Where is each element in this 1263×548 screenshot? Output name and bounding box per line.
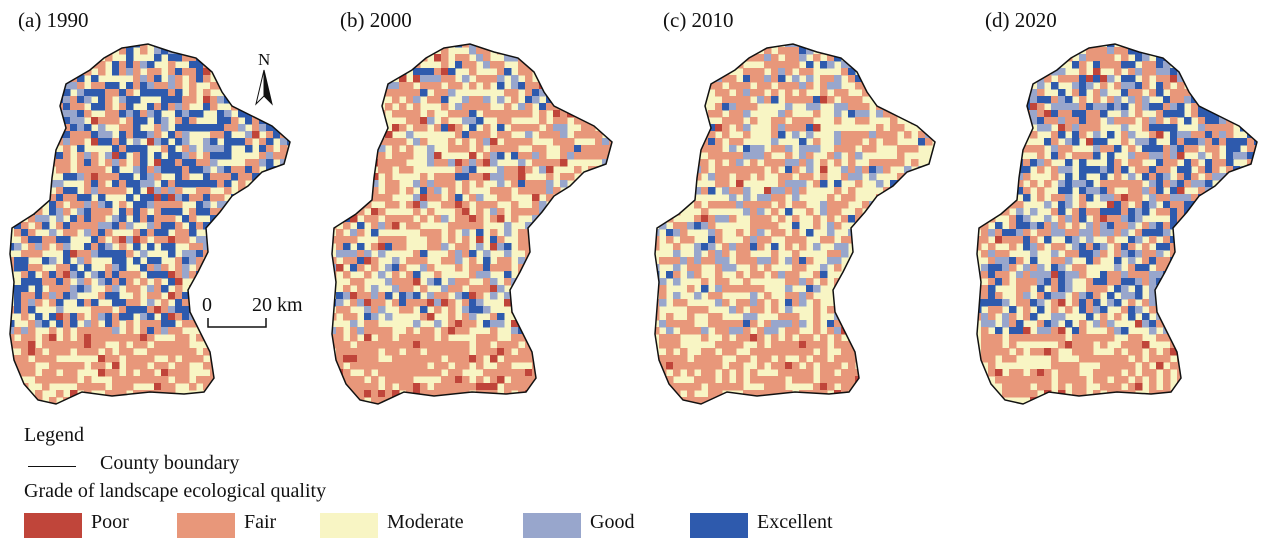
county-map-2010: [654, 43, 936, 405]
fair-swatch: [177, 513, 235, 538]
panel-title: (a) 1990: [18, 8, 89, 32]
map-panel-2020: (d) 2020: [967, 0, 1263, 420]
grade-label: Good: [590, 511, 635, 533]
panel-title: (d) 2020: [985, 8, 1057, 32]
county-boundary: [331, 43, 613, 405]
panel-title: (b) 2000: [340, 8, 412, 32]
grade-label: Poor: [91, 511, 129, 533]
poor-swatch: [24, 513, 82, 538]
quality-raster: [977, 44, 1257, 404]
boundary-line-symbol: [28, 466, 76, 467]
scale-bar: 0 20 km: [202, 294, 322, 334]
grade-title: Grade of landscape ecological quality: [24, 480, 327, 502]
excellent-swatch: [690, 513, 748, 538]
county-boundary: [9, 43, 291, 405]
quality-raster: [655, 44, 935, 404]
scale-bar-line: [207, 318, 267, 328]
quality-raster: [332, 44, 612, 404]
north-arrow-icon: [255, 69, 273, 106]
scale-end-label: 20 km: [252, 294, 303, 316]
county-boundary: [976, 43, 1258, 405]
scale-start-label: 0: [202, 294, 212, 316]
grade-label: Excellent: [757, 511, 833, 533]
map-panel-2000: (b) 2000: [322, 0, 637, 420]
grade-label: Fair: [244, 511, 277, 533]
good-swatch: [523, 513, 581, 538]
north-arrow: N: [250, 50, 280, 112]
county-boundary: [654, 43, 936, 405]
grade-label: Moderate: [387, 511, 464, 533]
county-map-2020: [976, 43, 1258, 405]
county-map-2000: [331, 43, 613, 405]
legend: Legend County boundary Grade of landscap…: [24, 422, 924, 546]
legend-title: Legend: [24, 424, 84, 446]
moderate-swatch: [320, 513, 378, 538]
map-panel-1990: (a) 1990 N 0 20 km: [0, 0, 315, 420]
county-map-1990: [9, 43, 291, 405]
panel-title: (c) 2010: [663, 8, 734, 32]
boundary-label: County boundary: [100, 452, 240, 474]
north-label: N: [258, 50, 271, 69]
map-panel-2010: (c) 2010: [645, 0, 960, 420]
